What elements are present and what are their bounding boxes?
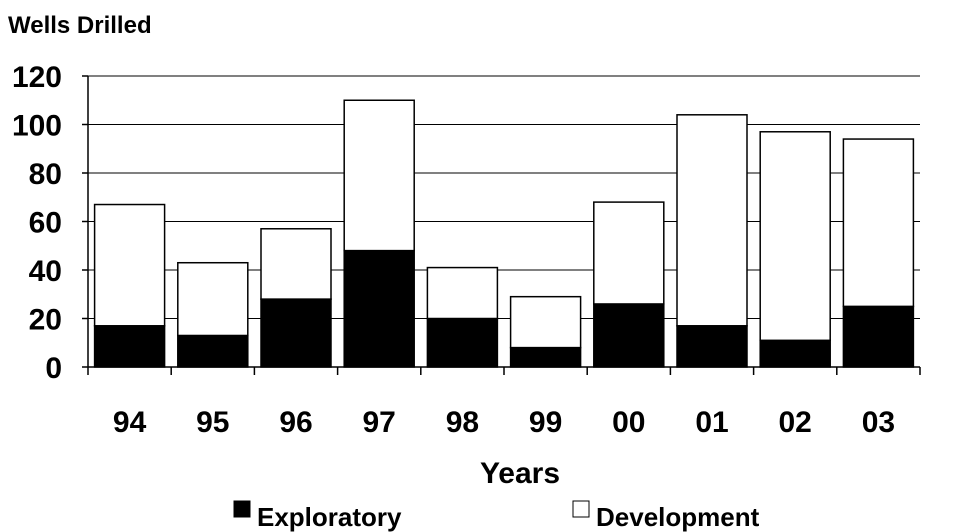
legend-swatch-development [572, 500, 590, 518]
x-tick-label: 03 [862, 406, 895, 439]
bar-development-02 [759, 131, 831, 342]
bar-development-96 [260, 228, 332, 300]
bar-exploratory-98 [426, 317, 499, 368]
y-tick-label: 0 [45, 352, 62, 385]
bar-exploratory-95 [177, 334, 249, 368]
bar-exploratory-96 [260, 298, 332, 368]
bar-exploratory-02 [759, 339, 831, 368]
x-tick-label: 00 [612, 406, 645, 439]
x-axis-label: Years [480, 457, 560, 490]
bar-development-94 [93, 203, 166, 327]
bar-exploratory-97 [343, 249, 415, 368]
y-tick-label: 40 [29, 255, 62, 288]
bar-development-00 [593, 201, 665, 305]
y-tick-label: 80 [29, 158, 62, 191]
bar-exploratory-00 [593, 303, 665, 368]
bar-exploratory-03 [842, 305, 915, 368]
bar-exploratory-01 [676, 325, 748, 368]
bar-development-99 [509, 295, 582, 349]
x-tick-label: 01 [695, 406, 728, 439]
legend-label-exploratory: Exploratory [257, 502, 402, 532]
x-tick-label: 99 [529, 406, 562, 439]
bar-exploratory-99 [509, 346, 582, 368]
bar-development-98 [426, 266, 499, 320]
x-tick-label: 97 [363, 406, 396, 439]
bar-development-97 [343, 99, 415, 252]
y-tick-label: 100 [12, 110, 62, 143]
x-tick-label: 98 [446, 406, 479, 439]
y-tick-label: 120 [12, 61, 62, 94]
bars [93, 99, 915, 368]
axes [82, 75, 921, 375]
legend-swatch-exploratory [233, 500, 251, 518]
x-tick-label: 94 [113, 406, 147, 439]
y-tick-label: 60 [29, 207, 62, 240]
bar-exploratory-94 [93, 325, 166, 368]
x-tick-label: 96 [279, 406, 312, 439]
x-tick-labels: 94 95 96 97 98 99 00 01 02 03 [113, 406, 895, 439]
bar-development-03 [842, 138, 915, 308]
bar-development-01 [676, 114, 748, 327]
bar-development-95 [177, 261, 249, 337]
x-tick-label: 95 [196, 406, 229, 439]
legend: Exploratory Development [233, 500, 760, 532]
y-tick-labels: 0 20 40 60 80 100 120 [12, 61, 62, 385]
y-axis-label: Wells Drilled [8, 12, 152, 39]
legend-label-development: Development [596, 502, 760, 532]
y-tick-label: 20 [29, 304, 62, 337]
x-tick-label: 02 [779, 406, 812, 439]
